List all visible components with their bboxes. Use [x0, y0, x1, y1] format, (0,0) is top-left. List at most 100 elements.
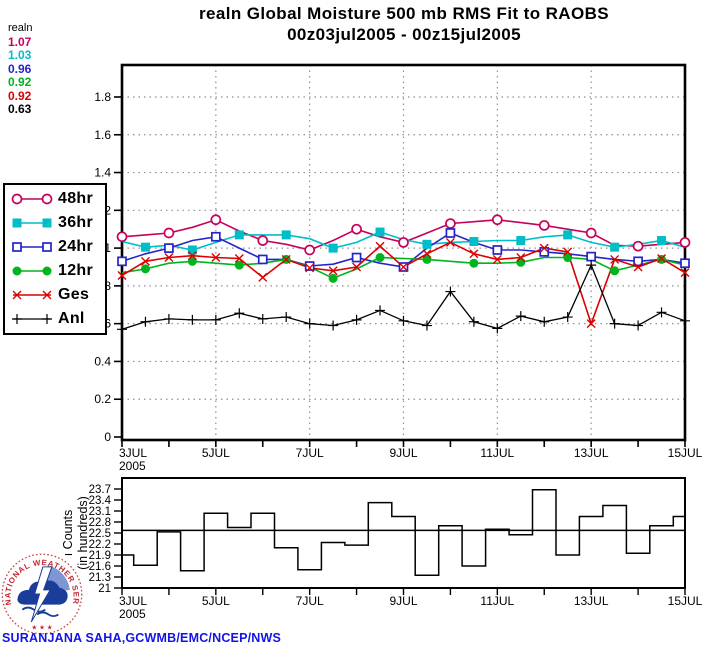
legend-box: 48hr 36hr 24hr 12hr Ges Anl	[3, 183, 107, 335]
marker-plus	[117, 324, 127, 335]
marker-square-filled	[140, 242, 150, 252]
marker-circle-filled	[12, 266, 22, 276]
marker-square-open	[492, 245, 503, 255]
chart-subtitle: 00z03jul2005 - 00z15jul2005	[287, 25, 521, 44]
marker-square-filled	[610, 242, 620, 252]
counts-x-tick-label: 15JUL	[668, 594, 703, 608]
counts-y-tick-label: 22.8	[89, 517, 111, 529]
marker-circle-open	[11, 193, 23, 205]
marker-plus	[680, 315, 690, 326]
marker-square-filled	[187, 245, 197, 255]
marker-x	[328, 266, 338, 276]
x-tick-label: 9JUL	[389, 446, 417, 460]
marker-x	[42, 290, 52, 300]
marker-plus	[257, 313, 268, 324]
y-tick-label: 0.4	[94, 354, 111, 368]
marker-square-filled	[328, 243, 338, 253]
counts-ylabel-line2: (in hundreds)	[76, 496, 90, 570]
marker-plus	[281, 312, 292, 323]
y-tick-label: 1.8	[94, 90, 111, 104]
marker-x	[164, 253, 174, 263]
title-block: realn Global Moisture 500 mb RMS Fit to …	[96, 4, 712, 45]
counts-ylabel-line1: ı Counts	[61, 510, 75, 557]
marker-circle-open	[538, 220, 550, 231]
counts-x-tick-label: 13JUL	[574, 594, 609, 608]
legend-label-Ges: Ges	[58, 286, 90, 303]
marker-x	[516, 253, 526, 263]
marker-x	[281, 254, 291, 264]
marker-plus	[187, 314, 198, 325]
legend-label-12hr: 12hr	[58, 262, 93, 279]
counts-y-tick-label: 23.4	[89, 495, 112, 507]
chart-title: realn Global Moisture 500 mb RMS Fit to …	[199, 4, 609, 23]
series-markers-48hr	[116, 214, 691, 256]
marker-square-filled	[469, 236, 479, 246]
marker-plus	[468, 316, 479, 327]
y-tick-label: 0	[104, 430, 111, 444]
x-tick-label: 15JUL	[668, 446, 703, 460]
counts-step-line	[122, 488, 685, 576]
series-markers-Anl	[117, 260, 690, 335]
legend-label-48hr: 48hr	[58, 190, 93, 207]
marker-square-open	[680, 258, 690, 269]
marker-circle-filled	[469, 258, 479, 268]
marker-circle-filled	[422, 254, 432, 264]
marker-x	[117, 270, 127, 280]
marker-circle-open	[116, 231, 128, 243]
stat-value-4: 0.92	[8, 88, 32, 103]
counts-y-tick-label: 23.7	[89, 484, 111, 496]
marker-x	[234, 253, 244, 263]
marker-plus	[586, 260, 597, 271]
logo-lightning-icon	[30, 566, 53, 623]
series-markers-Ges	[117, 237, 690, 329]
legend-sample-48hr	[11, 193, 53, 205]
marker-x	[12, 290, 22, 300]
marker-square-filled	[234, 230, 244, 240]
marker-circle-open	[632, 240, 644, 252]
marker-plus	[492, 323, 503, 334]
marker-circle-open	[257, 235, 269, 246]
y-tick-label: 1	[104, 241, 111, 255]
marker-plus	[609, 318, 620, 329]
marker-circle-filled	[234, 260, 244, 270]
marker-plus	[398, 315, 409, 326]
y-tick-label: 1.6	[94, 128, 111, 142]
marker-x	[563, 247, 573, 257]
marker-square-open	[117, 256, 127, 267]
marker-square-filled	[12, 218, 22, 228]
marker-x	[352, 262, 362, 272]
marker-plus	[163, 313, 174, 324]
marker-circle-filled	[610, 266, 620, 276]
marker-circle-open	[491, 214, 503, 226]
counts-chart-frame	[121, 477, 686, 589]
marker-square-open	[351, 252, 362, 263]
marker-plus	[445, 286, 456, 297]
marker-plus	[656, 307, 667, 318]
marker-plus	[633, 320, 644, 331]
marker-plus	[421, 320, 432, 331]
legend-sample-36hr	[12, 218, 52, 228]
marker-square-open	[210, 231, 221, 242]
mean-stats-block: realn 1.07 1.03 0.96 0.92 0.92 0.63	[8, 22, 32, 117]
legend-label-24hr: 24hr	[58, 238, 93, 255]
marker-x	[422, 249, 432, 259]
counts-x-tick-label: 11JUL	[480, 594, 514, 608]
marker-plus	[42, 314, 52, 324]
marker-circle-filled	[375, 253, 385, 263]
legend-entry-36hr: 36hr	[9, 211, 105, 235]
marker-x	[258, 272, 268, 282]
legend-entry-48hr: 48hr	[9, 187, 105, 211]
series-markers-36hr	[140, 227, 667, 255]
marker-circle-open	[585, 227, 597, 239]
y-tick-label: 0.2	[94, 392, 111, 406]
marker-circle-open	[679, 237, 691, 248]
marker-plus	[562, 312, 573, 323]
series-line-Ges	[121, 241, 686, 327]
stat-value-3: 0.92	[8, 75, 32, 89]
counts-x-tick-label: 3JUL	[119, 594, 147, 608]
counts-y-tick-label: 22.5	[89, 528, 111, 540]
marker-x	[211, 253, 221, 263]
